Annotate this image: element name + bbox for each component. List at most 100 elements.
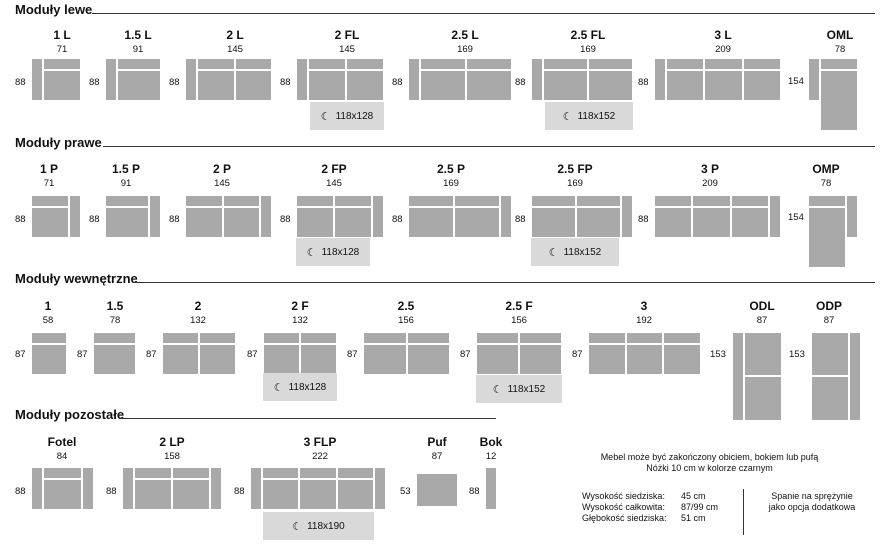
- backrest: [197, 58, 235, 70]
- module-name: 2.5 FL: [570, 28, 606, 42]
- module-depth: 87: [572, 349, 583, 360]
- module-depth: 88: [15, 214, 26, 225]
- seat-cushion: [704, 70, 743, 101]
- backrest: [663, 332, 701, 344]
- armrest: [654, 58, 666, 101]
- module-name: 3 P: [700, 162, 720, 176]
- finish-note-line: Mebel może być zakończony obiciem, bokie…: [600, 452, 819, 462]
- sleep-area: ☾ 118x128: [310, 102, 384, 130]
- armrest: [185, 58, 197, 101]
- armrest: [250, 467, 262, 510]
- module-width: 209: [702, 178, 718, 189]
- moon-icon: ☾: [273, 381, 284, 394]
- backrest: [476, 332, 519, 344]
- backrest: [263, 332, 300, 344]
- module-depth: 153: [789, 349, 805, 360]
- chaise-cushion: [808, 207, 846, 268]
- seat-cushion: [117, 70, 161, 101]
- backrest: [185, 195, 223, 207]
- seat-cushion: [588, 70, 633, 101]
- backrest: [262, 467, 300, 479]
- module-depth: 87: [15, 349, 26, 360]
- seat-cushion: [454, 207, 500, 238]
- moon-icon: ☾: [320, 110, 331, 123]
- module-name: 1: [44, 299, 52, 313]
- module-width: 58: [42, 315, 54, 326]
- module-depth: 88: [469, 486, 480, 497]
- seat-cushion: [663, 344, 701, 375]
- module-depth: 87: [247, 349, 258, 360]
- armrest: [769, 195, 781, 238]
- module-depth: 88: [89, 214, 100, 225]
- side-panel: [485, 467, 497, 510]
- armrest: [500, 195, 512, 238]
- module-depth: 154: [788, 212, 804, 223]
- module-name: 2.5: [397, 299, 415, 313]
- backrest: [808, 195, 846, 207]
- module-depth: 88: [392, 77, 403, 88]
- armrest: [105, 58, 117, 101]
- seat-cushion: [346, 70, 384, 101]
- seat-cushion: [408, 207, 454, 238]
- module-width: 91: [132, 44, 144, 55]
- backrest: [742, 58, 781, 70]
- sleep-area: ☾ 118x128: [263, 373, 337, 401]
- module-depth: 88: [515, 77, 526, 88]
- backrest: [420, 58, 466, 70]
- seat-cushion: [576, 207, 621, 238]
- module-width: 209: [715, 44, 731, 55]
- module-name: OML: [826, 28, 854, 42]
- module-width: 222: [312, 451, 328, 462]
- module-depth: 88: [15, 77, 26, 88]
- sleep-dimensions: 118x128: [288, 381, 327, 393]
- sleep-area: ☾ 118x152: [545, 102, 633, 130]
- backrest: [134, 467, 172, 479]
- section-divider: [122, 418, 496, 419]
- module-name: OMP: [812, 162, 840, 176]
- backrest: [820, 58, 858, 70]
- backrest: [543, 58, 588, 70]
- sleep-area: ☾ 118x152: [531, 238, 619, 266]
- armrest: [531, 58, 543, 101]
- backrest: [408, 195, 454, 207]
- armrest: [372, 195, 384, 238]
- module-width: 91: [120, 178, 132, 189]
- sleep-area: ☾ 118x128: [296, 238, 370, 266]
- backrest: [625, 332, 664, 344]
- backrest: [199, 332, 236, 344]
- backrest: [299, 467, 337, 479]
- module-width: 192: [636, 315, 652, 326]
- module-width: 87: [431, 451, 443, 462]
- seat-cushion: [105, 207, 149, 238]
- module-name: Fotel: [47, 435, 77, 449]
- seat-cushion: [162, 344, 199, 375]
- seat-cushion: [263, 344, 300, 375]
- module-name: 1 P: [39, 162, 59, 176]
- module-depth: 87: [347, 349, 358, 360]
- backrest: [363, 332, 407, 344]
- seat-cushion: [654, 207, 693, 238]
- spec-label: Wysokość siedziska:: [582, 491, 665, 501]
- module-depth: 88: [169, 77, 180, 88]
- armrest: [69, 195, 81, 238]
- module-width: 145: [326, 178, 342, 189]
- module-depth: 88: [280, 77, 291, 88]
- backrest: [849, 332, 861, 421]
- backrest: [43, 467, 82, 479]
- armrest: [122, 467, 134, 510]
- armrest: [82, 467, 94, 510]
- seat-cushion: [476, 344, 519, 375]
- sleep-dimensions: 118x128: [335, 110, 374, 122]
- module-name: 1.5: [106, 299, 124, 313]
- module-depth: 88: [515, 214, 526, 225]
- module-name: ODL: [749, 299, 775, 313]
- seat-cushion: [43, 479, 82, 510]
- module-name: 2 FP: [321, 162, 347, 176]
- module-depth: 88: [392, 214, 403, 225]
- module-name: 1.5 P: [111, 162, 141, 176]
- pouf: [416, 473, 458, 507]
- module-name: 2 FL: [334, 28, 360, 42]
- backrest: [466, 58, 512, 70]
- module-name: 2 L: [226, 28, 244, 42]
- backrest: [93, 332, 136, 344]
